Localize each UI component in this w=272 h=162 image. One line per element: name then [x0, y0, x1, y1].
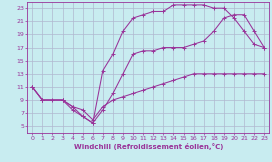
X-axis label: Windchill (Refroidissement éolien,°C): Windchill (Refroidissement éolien,°C): [73, 143, 223, 150]
